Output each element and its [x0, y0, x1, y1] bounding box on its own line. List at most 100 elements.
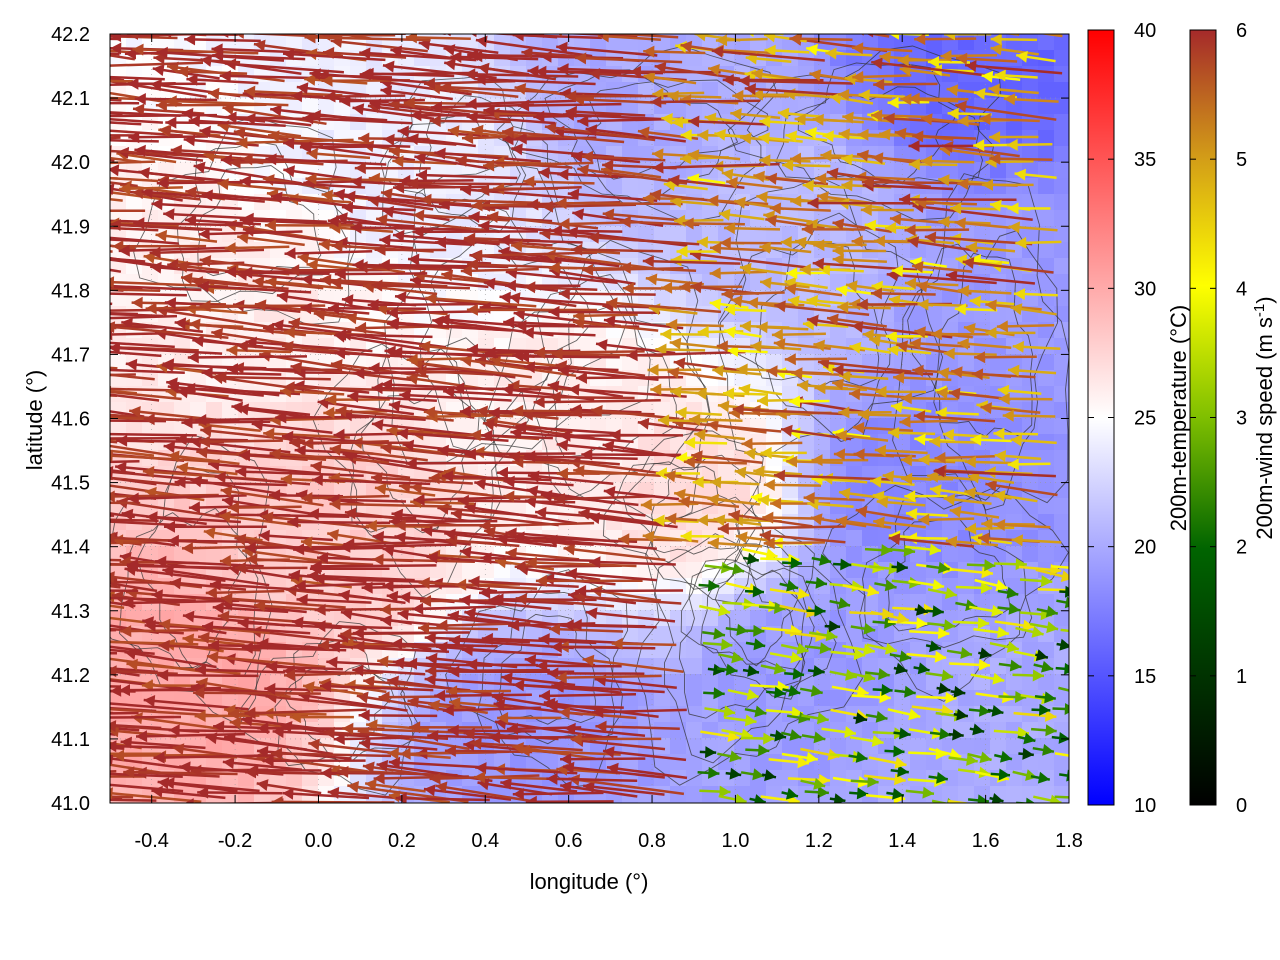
temperature-cell: [1054, 418, 1069, 435]
wind-vector-head: [38, 679, 49, 691]
temperature-cell: [878, 802, 895, 803]
temperature-cell: [814, 562, 831, 579]
wind-vector-head: [270, 747, 282, 760]
wind-vector-shaft: [110, 798, 157, 802]
wind-vector-shaft: [496, 537, 594, 546]
wind-vector-shaft: [197, 791, 283, 795]
wind-vector-head: [95, 479, 107, 491]
temperature-cell: [974, 594, 991, 611]
wind-vector-head: [560, 781, 572, 793]
temperature-cell: [1006, 34, 1023, 51]
wind-vector-head: [1068, 589, 1069, 597]
temperature-cell: [446, 418, 463, 435]
wind-vector-shaft: [1054, 752, 1069, 757]
temperature-cell: [238, 802, 255, 803]
temperature-cell: [702, 674, 719, 691]
wind-vector-shaft: [595, 724, 680, 731]
wind-vector-head: [163, 441, 176, 454]
wind-vector-shaft: [120, 740, 206, 750]
wind-vector-head: [960, 647, 972, 659]
temperature-cell: [814, 418, 831, 435]
wind-vector-shaft: [110, 501, 141, 505]
temperature-cell: [1054, 274, 1069, 291]
temperature-cell: [654, 690, 671, 707]
wind-vector-head: [535, 574, 547, 587]
temperature-cell: [958, 802, 975, 803]
wind-vector-head: [710, 476, 722, 489]
wind-vector-head: [374, 483, 387, 495]
wind-vector-head: [436, 619, 448, 632]
wind-vector-head: [731, 651, 744, 664]
wind-vector-head: [29, 664, 40, 676]
wind-vector-head: [707, 579, 720, 592]
wind-vector-head: [763, 479, 775, 491]
temperature-cell: [1038, 594, 1055, 611]
temperature-cell: [190, 610, 207, 627]
temperature-cell: [1054, 146, 1069, 163]
temperature-cell: [974, 34, 991, 51]
wind-vector-shaft: [525, 800, 614, 803]
temperature-cell: [1038, 210, 1055, 227]
wind-vector-head: [901, 472, 913, 485]
wind-vector-head: [833, 793, 846, 803]
wind-vector-head: [568, 589, 580, 602]
temperature-cell: [910, 210, 927, 227]
wind-vector-head: [176, 462, 189, 474]
wind-vector-head: [110, 449, 113, 462]
wind-vector-head: [184, 798, 194, 803]
temperature-cell: [334, 370, 351, 387]
temperature-cell: [254, 674, 271, 691]
wind-vector-shaft: [162, 568, 270, 587]
temperature-cell: [974, 802, 991, 803]
wind-vector-head: [1058, 732, 1069, 744]
temperature-cell: [974, 386, 991, 403]
temperature-cell: [1006, 114, 1023, 131]
temperature-cell: [734, 274, 751, 291]
wind-vector-head: [288, 569, 301, 582]
temperature-cell: [734, 210, 751, 227]
wind-vector-shaft: [931, 799, 950, 803]
temperature-cell: [366, 802, 383, 803]
wind-vector-head: [428, 699, 440, 712]
wind-vector-shaft: [717, 525, 846, 531]
wind-vector-shaft: [110, 711, 139, 715]
temperature-cell: [926, 594, 943, 611]
wind-vector-head: [508, 619, 520, 632]
wind-vector-head: [122, 596, 134, 609]
wind-vector-head: [997, 384, 1010, 397]
wind-vector-head: [680, 530, 692, 543]
wind-vector-head: [310, 560, 322, 573]
temperature-cell: [766, 98, 783, 115]
wind-vector-head: [372, 530, 384, 543]
wind-vector-head: [195, 663, 207, 676]
wind-vector-head: [736, 363, 748, 376]
temperature-cell: [814, 754, 831, 771]
wind-vector-head: [237, 617, 249, 629]
wind-vector-head: [459, 405, 471, 418]
wind-vector-head: [328, 640, 341, 653]
wind-vector-head: [840, 558, 852, 571]
wind-vector-head: [753, 638, 766, 651]
temperature-cell: [366, 82, 383, 99]
wind-vector-head: [788, 395, 800, 408]
wind-vector-shaft: [319, 684, 434, 692]
wind-vector-shaft: [235, 470, 364, 478]
wind-vector-head: [932, 605, 944, 618]
temperature-cell: [126, 418, 143, 435]
wind-vector-head: [884, 579, 897, 592]
wind-vector-shaft: [124, 567, 226, 583]
temperature-cell: [926, 82, 943, 99]
temperature-cell: [1022, 370, 1039, 387]
temperature-cell: [686, 802, 703, 803]
contour-line: [822, 484, 1069, 702]
temperature-cell: [110, 690, 127, 707]
temperature-cell: [766, 610, 783, 627]
wind-vector-shaft: [271, 800, 395, 803]
wind-vector-head: [964, 456, 976, 468]
temperature-cell: [126, 610, 143, 627]
temperature-cell: [1022, 66, 1039, 83]
wind-vector-head: [893, 371, 905, 384]
temperature-cell: [830, 802, 847, 803]
temperature-cell: [846, 354, 863, 371]
temperature-cell: [958, 770, 975, 787]
